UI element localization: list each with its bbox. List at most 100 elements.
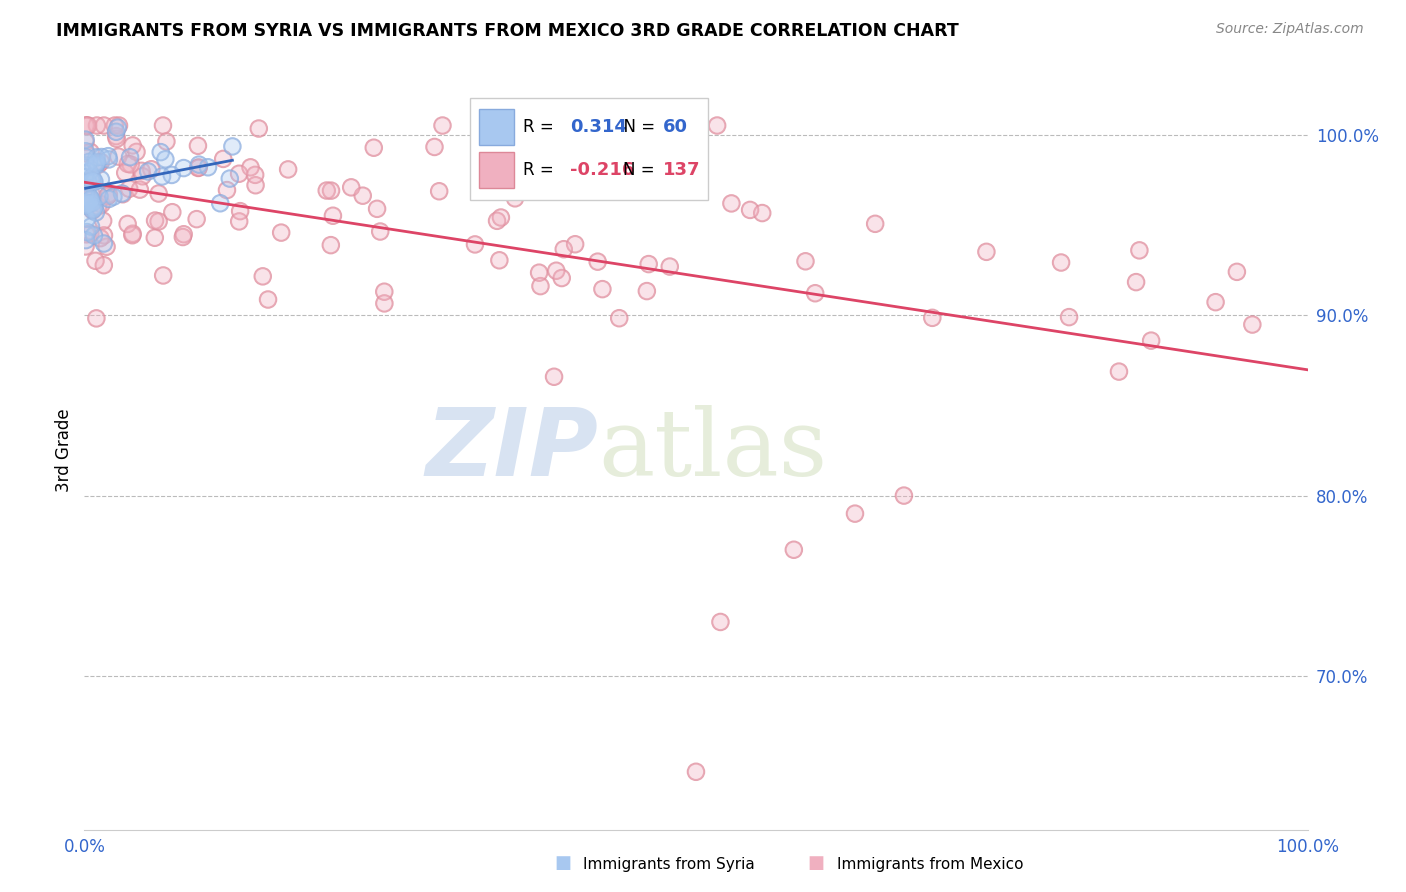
Point [96, 240, 118, 254]
Point [93, 119, 115, 133]
Point [82, 169, 104, 184]
Point [131, 164, 153, 178]
Point [90, 150, 112, 164]
Point [97, 188, 120, 202]
Point [658, 260, 681, 274]
Point [486, 214, 509, 228]
Point [121, 227, 143, 241]
Point [148, 214, 170, 228]
Point [564, 237, 586, 252]
Point [503, 191, 526, 205]
Point [76, 211, 98, 226]
Point [96, 189, 118, 203]
Text: -0.216: -0.216 [569, 161, 634, 179]
Point [893, 489, 915, 503]
Point [141, 162, 163, 177]
Point [136, 164, 159, 178]
Point [212, 152, 235, 166]
Point [136, 164, 159, 178]
Point [173, 227, 195, 242]
Point [76, 197, 98, 211]
Point [738, 202, 761, 217]
Point [125, 145, 148, 159]
Point [1108, 365, 1130, 379]
Point [118, 182, 141, 196]
Point [97, 149, 120, 163]
Point [141, 162, 163, 177]
Point [87, 158, 110, 172]
Point [553, 242, 575, 256]
Point [79, 189, 101, 203]
Point [79, 145, 101, 159]
Point [79, 165, 101, 179]
Point [89, 231, 111, 245]
Point [319, 184, 342, 198]
Point [221, 139, 243, 153]
Point [488, 253, 510, 268]
Point [1057, 310, 1080, 325]
Point [97, 149, 120, 163]
Point [794, 254, 817, 268]
Point [586, 254, 609, 268]
Point [187, 161, 209, 175]
Point [162, 205, 184, 219]
Point [160, 168, 183, 182]
Point [863, 217, 886, 231]
Point [80, 219, 103, 234]
Point [152, 119, 174, 133]
Point [75, 145, 97, 159]
Point [97, 188, 120, 202]
Point [277, 162, 299, 177]
Point [82, 203, 104, 218]
Point [187, 138, 209, 153]
Point [108, 119, 131, 133]
Point [104, 119, 127, 133]
Point [90, 197, 112, 211]
Point [252, 269, 274, 284]
Point [1205, 295, 1227, 310]
Point [488, 253, 510, 268]
Point [90, 155, 112, 169]
Text: 137: 137 [664, 161, 700, 179]
Point [76, 211, 98, 226]
Point [80, 173, 103, 187]
Point [783, 542, 806, 557]
Point [75, 132, 97, 146]
Point [90, 155, 112, 169]
Point [543, 369, 565, 384]
Point [91, 213, 114, 227]
Point [75, 186, 97, 201]
Point [187, 161, 209, 175]
Point [228, 214, 250, 228]
Point [83, 202, 105, 216]
Point [76, 192, 98, 206]
Point [97, 192, 120, 206]
Point [91, 213, 114, 227]
Point [143, 231, 166, 245]
Point [150, 169, 173, 184]
FancyBboxPatch shape [479, 109, 513, 145]
Point [363, 141, 385, 155]
Point [121, 227, 143, 241]
Point [427, 184, 450, 198]
Point [86, 156, 108, 170]
Point [75, 227, 97, 242]
Point [79, 193, 101, 207]
Point [1128, 244, 1150, 258]
Point [108, 119, 131, 133]
Point [76, 192, 98, 206]
Point [143, 213, 166, 227]
Point [89, 189, 111, 203]
Point [228, 167, 250, 181]
Point [103, 190, 125, 204]
Point [209, 196, 232, 211]
Y-axis label: 3rd Grade: 3rd Grade [55, 409, 73, 492]
Point [75, 135, 97, 149]
Point [75, 119, 97, 133]
Point [186, 212, 208, 227]
Point [86, 119, 108, 133]
Point [75, 239, 97, 253]
Point [75, 150, 97, 164]
Point [82, 174, 104, 188]
Point [105, 129, 128, 144]
